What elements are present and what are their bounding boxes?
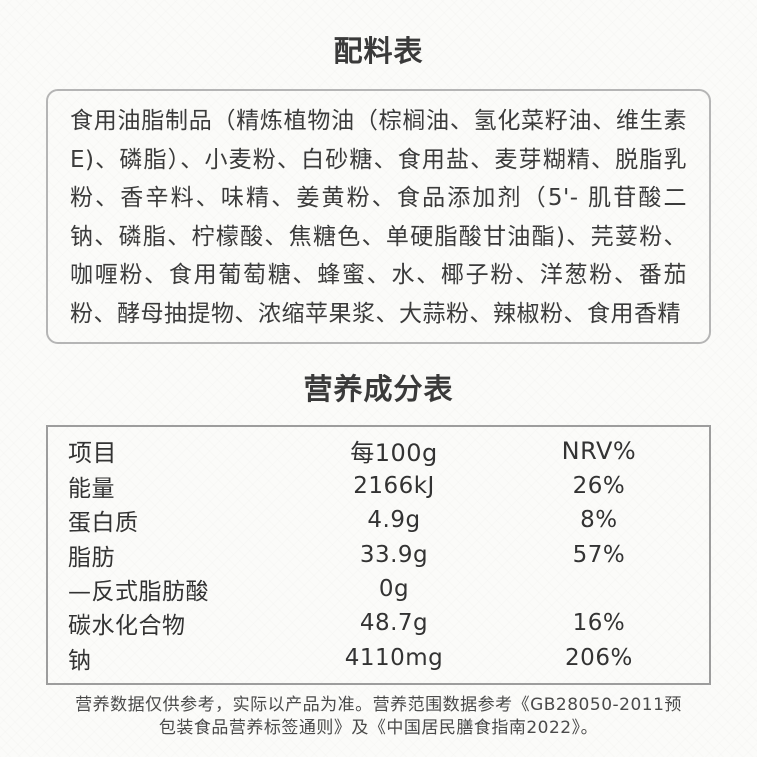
row-nrv-value: 206% <box>565 644 633 671</box>
column-header-item: 项目 <box>68 439 117 468</box>
row-item-label: 脂肪 <box>68 544 115 571</box>
disclaimer-note: 营养数据仅供参考，实际以产品为准。营养范围数据参考《GB28050-2011预 … <box>0 694 757 740</box>
nutrition-table-box: 项目 每100g NRV% 能量 2166kJ 26% 蛋白质 4.9g 8% … <box>46 425 711 685</box>
row-per100g-value: 33.9g <box>359 541 429 568</box>
row-per100g-value: 48.7g <box>359 610 429 637</box>
table-row-sodium: 钠 4110mg 206% <box>68 641 689 675</box>
row-nrv-value: 26% <box>572 472 626 499</box>
row-nrv-value: 8% <box>580 507 618 534</box>
row-item-label: 蛋白质 <box>68 510 139 537</box>
table-row-trans-fat: —反式脂肪酸 0g <box>68 572 689 606</box>
row-item-label: —反式脂肪酸 <box>68 578 209 605</box>
ingredients-title: 配料表 <box>333 34 424 68</box>
row-per100g-value: 4.9g <box>367 507 421 534</box>
ingredients-box: 食用油脂制品（精炼植物油（棕榈油、氢化菜籽油、维生素 E)、磷脂）、小麦粉、白砂… <box>46 89 711 344</box>
row-per100g-value: 2166kJ <box>353 472 435 499</box>
table-row-fat: 脂肪 33.9g 57% <box>68 537 689 571</box>
table-header-row: 项目 每100g NRV% <box>68 433 689 469</box>
row-item-label: 钠 <box>68 647 92 674</box>
row-item-label: 能量 <box>68 475 115 502</box>
row-item-label: 碳水化合物 <box>68 613 186 640</box>
column-header-per100g: 每100g <box>350 439 438 468</box>
table-row-carbohydrate: 碳水化合物 48.7g 16% <box>68 606 689 640</box>
nutrition-title: 营养成分表 <box>303 372 454 406</box>
disclaimer-line-2: 包装食品营养标签通则》及《中国居民膳食指南2022》。 <box>158 718 599 738</box>
row-nrv-value: 57% <box>572 541 626 568</box>
table-row-energy: 能量 2166kJ 26% <box>68 469 689 503</box>
row-nrv-value: 16% <box>572 610 626 637</box>
ingredients-text: 食用油脂制品（精炼植物油（棕榈油、氢化菜籽油、维生素 E)、磷脂）、小麦粉、白砂… <box>70 108 687 327</box>
disclaimer-line-1: 营养数据仅供参考，实际以产品为准。营养范围数据参考《GB28050-2011预 <box>75 695 682 715</box>
row-per100g-value: 0g <box>378 575 410 602</box>
nutrition-table: 项目 每100g NRV% 能量 2166kJ 26% 蛋白质 4.9g 8% … <box>68 433 689 675</box>
row-per100g-value: 4110mg <box>344 644 444 671</box>
table-row-protein: 蛋白质 4.9g 8% <box>68 503 689 537</box>
column-header-nrv: NRV% <box>561 436 637 465</box>
